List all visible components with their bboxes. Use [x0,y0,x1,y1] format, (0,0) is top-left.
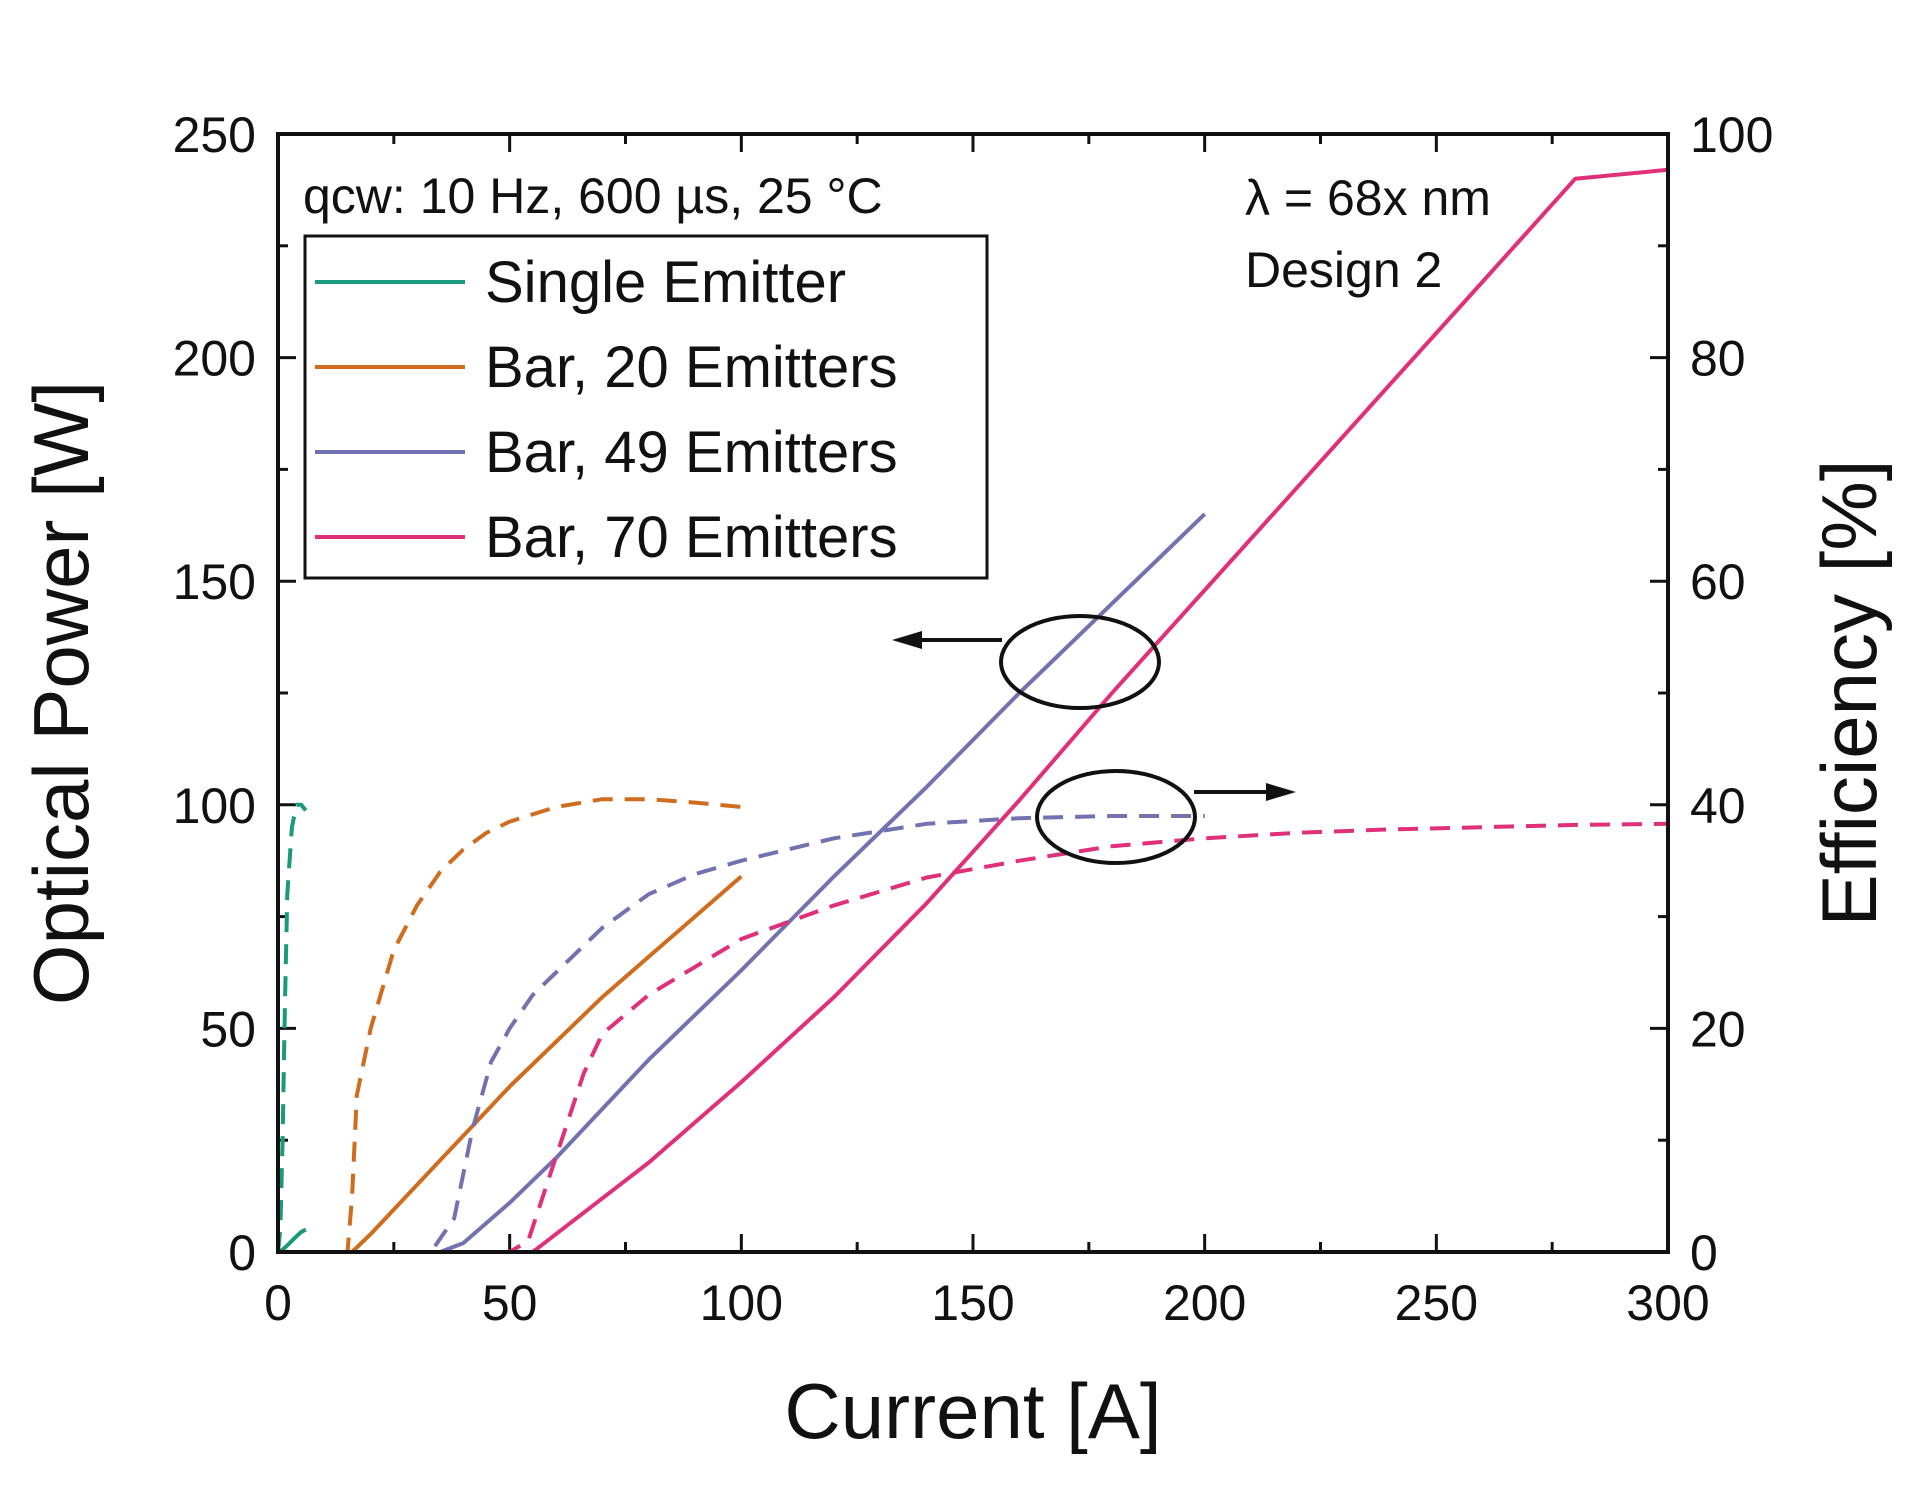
y-axis-left-title: Optical Power [W] [17,381,105,1005]
axis-indicators [892,614,1296,865]
x-tick-label: 150 [931,1275,1014,1331]
power-line-bar-49-emitters [278,512,1207,1252]
power-line-bar-20-emitters [278,874,743,1252]
y-right-tick-label: 20 [1690,1001,1746,1057]
x-axis-title: Current [A] [784,1367,1161,1455]
left-axis-arrow-head [892,631,922,649]
legend-box [303,234,989,580]
legend-label-bar-49-emitters: Bar, 49 Emitters [485,420,898,485]
plot-frame [276,132,1670,1254]
design-annotation: Design 2 [1245,242,1442,298]
y-right-tick-label: 80 [1690,331,1746,387]
legend-label-bar-20-emitters: Bar, 20 Emitters [485,335,898,400]
power-line-single-emitter [278,1227,307,1252]
legend-label-single-emitter: Single Emitter [485,250,846,315]
legend-label-bar-70-emitters: Bar, 70 Emitters [485,505,898,570]
efficiency-line-bar-70-emitters [278,821,1668,1252]
series-lines [278,167,1668,1252]
conditions-annotation: qcw: 10 Hz, 600 µs, 25 °C [303,168,883,224]
y-right-tick-label: 100 [1690,107,1773,163]
y-left-tick-label: 250 [173,107,256,163]
y-left-tick-label: 0 [228,1225,256,1281]
x-tick-label: 200 [1163,1275,1246,1331]
y-axis-right-title: Efficiency [%] [1805,460,1893,927]
wavelength-annotation: λ = 68x nm [1245,170,1491,226]
tick-labels: 0 50 100 150 200 250 3000501001502002500204060… [173,107,1774,1331]
power-line-bar-70-emitters [278,167,1668,1252]
y-right-tick-label: 40 [1690,778,1746,834]
efficiency-curves-ellipse [1035,769,1197,865]
x-tick-label: 50 [482,1275,538,1331]
y-left-tick-label: 50 [200,1001,256,1057]
efficiency-line-single-emitter [278,802,308,1252]
y-right-tick-label: 0 [1690,1225,1718,1281]
legend: Single Emitter Bar, 20 Emitters Bar, 49 Em… [303,234,989,580]
x-tick-label: 250 [1395,1275,1478,1331]
y-left-tick-label: 200 [173,331,256,387]
y-left-tick-label: 150 [173,554,256,610]
efficiency-line-bar-20-emitters [278,797,742,1252]
efficiency-line-bar-49-emitters [278,814,1205,1252]
power-curves-ellipse [999,614,1161,710]
x-tick-label: 300 [1626,1275,1709,1331]
x-tick-label: 0 [264,1275,292,1331]
right-axis-arrow-head [1266,783,1296,801]
x-tick-label: 100 [700,1275,783,1331]
y-right-tick-label: 60 [1690,554,1746,610]
y-left-tick-label: 100 [173,778,256,834]
